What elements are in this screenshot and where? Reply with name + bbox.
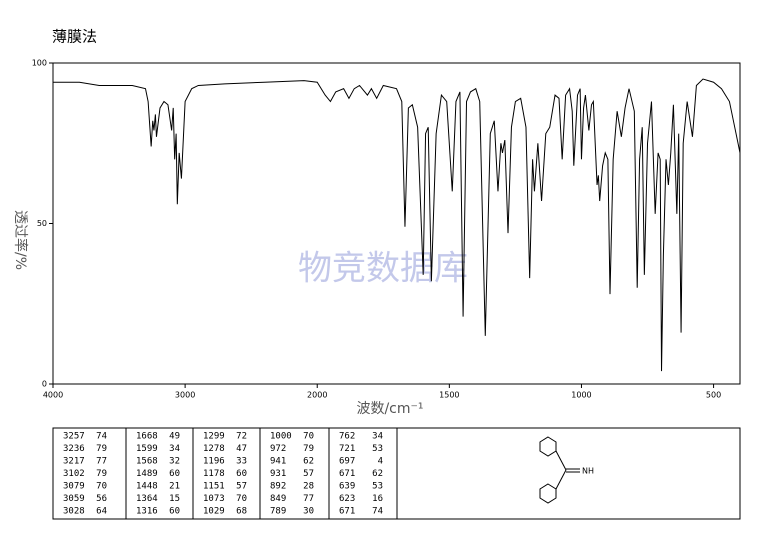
peak-wavenumber: 1151 [203, 482, 225, 492]
peak-transmittance: 60 [236, 469, 247, 479]
peak-wavenumber: 1668 [136, 432, 158, 442]
peak-transmittance: 79 [96, 469, 107, 479]
peak-wavenumber: 1299 [203, 432, 225, 442]
peak-wavenumber: 892 [270, 482, 286, 492]
x-tick-label: 2000 [307, 391, 327, 400]
peak-wavenumber: 931 [270, 469, 286, 479]
peak-transmittance: 34 [169, 444, 180, 454]
peak-wavenumber: 789 [270, 507, 286, 517]
peak-wavenumber: 3102 [63, 469, 85, 479]
peak-wavenumber: 1316 [136, 507, 158, 517]
peak-transmittance: 79 [303, 444, 314, 454]
peak-wavenumber: 721 [339, 444, 355, 454]
peak-transmittance: 53 [372, 482, 383, 492]
peak-wavenumber: 639 [339, 482, 355, 492]
peak-transmittance: 34 [372, 432, 383, 442]
peak-transmittance: 57 [303, 469, 314, 479]
peak-transmittance: 60 [169, 507, 180, 517]
y-tick-label: 50 [37, 219, 47, 228]
spectrum-line [53, 78, 741, 372]
peak-wavenumber: 697 [339, 457, 355, 467]
bond [555, 450, 567, 471]
peak-transmittance: 56 [96, 494, 107, 504]
peak-transmittance: 77 [96, 457, 107, 467]
peak-wavenumber: 3217 [63, 457, 85, 467]
peak-transmittance: 70 [96, 482, 107, 492]
x-axis-label: 波数/cm⁻¹ [356, 401, 423, 417]
peak-wavenumber: 972 [270, 444, 286, 454]
peak-transmittance: 33 [236, 457, 247, 467]
peak-transmittance: 74 [96, 432, 107, 442]
chart-title: 薄膜法 [52, 28, 97, 46]
x-tick-label: 500 [706, 391, 721, 400]
peak-transmittance: 74 [372, 507, 383, 517]
peak-transmittance: 68 [236, 507, 247, 517]
peak-transmittance: 72 [236, 432, 247, 442]
peak-wavenumber: 671 [339, 507, 355, 517]
peak-wavenumber: 1000 [270, 432, 292, 442]
peak-wavenumber: 1029 [203, 507, 225, 517]
peak-transmittance: 4 [378, 457, 383, 467]
peak-wavenumber: 941 [270, 457, 286, 467]
peak-transmittance: 28 [303, 482, 314, 492]
peak-wavenumber: 1568 [136, 457, 158, 467]
peak-transmittance: 70 [303, 432, 314, 442]
y-tick-label: 100 [32, 59, 47, 68]
peak-wavenumber: 3028 [63, 507, 85, 517]
peak-wavenumber: 671 [339, 469, 355, 479]
peak-wavenumber: 1448 [136, 482, 158, 492]
peak-transmittance: 16 [372, 494, 383, 504]
peak-transmittance: 79 [96, 444, 107, 454]
peak-wavenumber: 1599 [136, 444, 158, 454]
phenyl-ring [539, 483, 557, 504]
peak-transmittance: 30 [303, 507, 314, 517]
peak-transmittance: 70 [236, 494, 247, 504]
phenyl-ring [539, 436, 557, 457]
plot-frame [52, 62, 741, 385]
peak-transmittance: 49 [169, 432, 180, 442]
peak-transmittance: 53 [372, 444, 383, 454]
peak-wavenumber: 3257 [63, 432, 85, 442]
peak-wavenumber: 849 [270, 494, 286, 504]
x-tick-label: 1500 [439, 391, 459, 400]
peak-wavenumber: 3079 [63, 482, 85, 492]
peak-transmittance: 32 [169, 457, 180, 467]
structure-label: NH [582, 467, 594, 476]
structure [539, 436, 580, 504]
watermark: 物竞数据库 [298, 249, 468, 289]
peak-wavenumber: 1364 [136, 494, 158, 504]
peak-wavenumber: 1196 [203, 457, 225, 467]
peak-transmittance: 47 [236, 444, 247, 454]
peak-wavenumber: 1278 [203, 444, 225, 454]
peak-transmittance: 60 [169, 469, 180, 479]
peak-wavenumber: 623 [339, 494, 355, 504]
peak-transmittance: 15 [169, 494, 180, 504]
peak-wavenumber: 1073 [203, 494, 225, 504]
peak-transmittance: 62 [303, 457, 314, 467]
peak-wavenumber: 3059 [63, 494, 85, 504]
peak-wavenumber: 1489 [136, 469, 158, 479]
peak-wavenumber: 3236 [63, 444, 85, 454]
peak-transmittance: 57 [236, 482, 247, 492]
peak-transmittance: 62 [372, 469, 383, 479]
peak-transmittance: 77 [303, 494, 314, 504]
bond [555, 469, 567, 490]
x-tick-label: 1000 [571, 391, 591, 400]
peak-transmittance: 64 [96, 507, 107, 517]
x-tick-label: 4000 [43, 391, 63, 400]
peak-wavenumber: 1178 [203, 469, 225, 479]
peak-transmittance: 21 [169, 482, 180, 492]
y-tick-label: 0 [42, 380, 47, 389]
peak-wavenumber: 762 [339, 432, 355, 442]
x-tick-label: 3000 [175, 391, 195, 400]
y-axis-label: 透过率/% [12, 210, 29, 270]
